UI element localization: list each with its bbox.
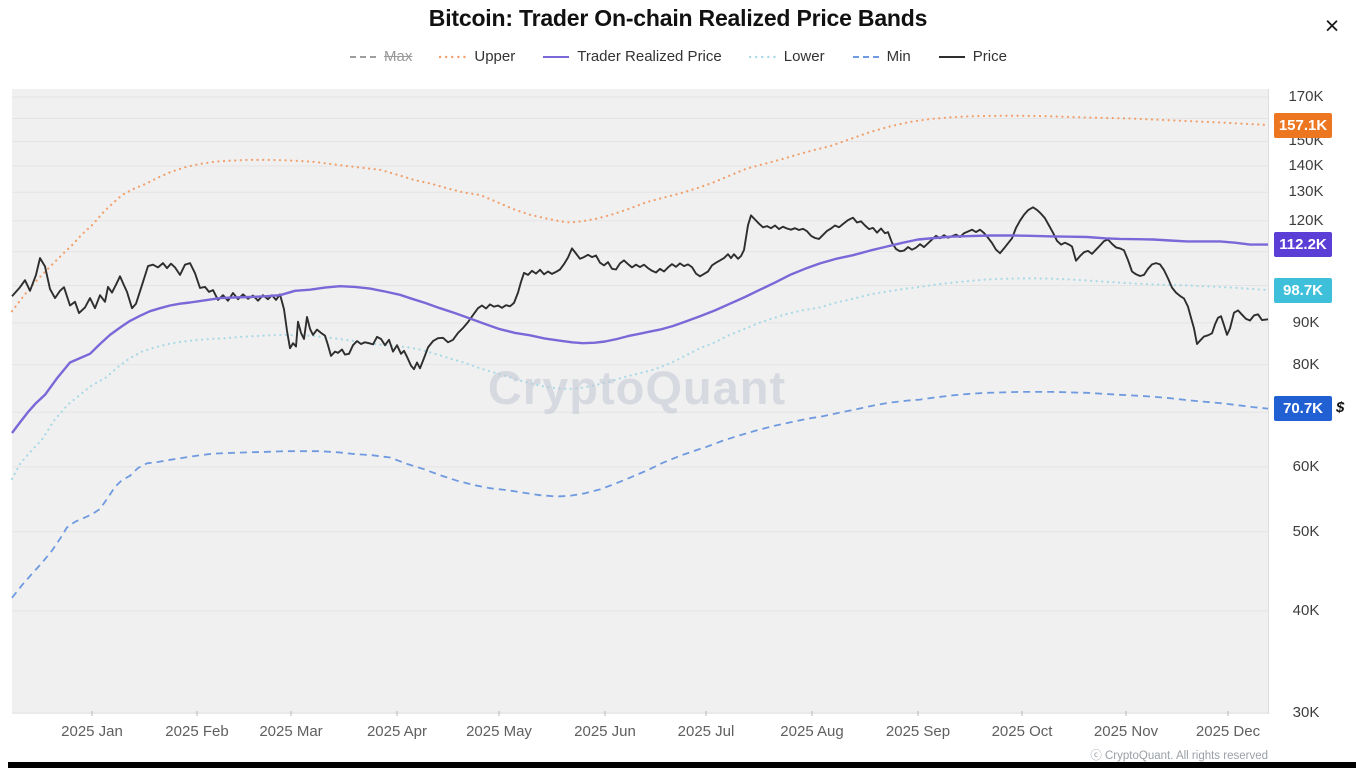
y-axis-label: 80K [1292,355,1320,373]
y-axis-label: 170K [1288,88,1324,105]
legend-label: Upper [474,48,516,65]
legend-marker-icon [543,55,570,58]
y-axis-label: 50K [1292,522,1320,540]
series-line-upper [10,114,1270,313]
y-axis-label: 120K [1288,211,1324,229]
legend-label: Price [972,48,1007,65]
x-axis-label: 2025 Sep [885,723,951,740]
y-axis-label: 90K [1292,313,1320,331]
series-line-trader-realized-price [11,234,1268,434]
legend-marker-icon [350,55,377,58]
legend-marker-icon [938,55,965,58]
y-axis-label: 130K [1288,183,1324,201]
x-axis-label: 2025 Mar [259,723,323,740]
y-axis-label: 140K [1288,156,1324,174]
y-axis-label: 30K [1292,704,1320,721]
legend-label: Max [384,48,413,65]
value-badge-upper: 157.1K [1274,112,1332,138]
series-line-lower [10,277,1270,480]
value-badge-min: 70.7K [1274,396,1332,422]
series-line-min [11,391,1269,599]
value-badge-trader-realized-price: 112.2K [1274,232,1332,258]
legend-item-price[interactable]: Price [938,48,1007,65]
legend-label: Min [886,48,911,65]
legend-item-trader-realized-price[interactable]: Trader Realized Price [542,48,722,65]
x-axis-label: 2025 May [466,723,532,740]
legend-item-upper[interactable]: Upper [439,48,515,65]
legend-label: Trader Realized Price [577,48,722,65]
x-axis-label: 2025 Apr [366,723,428,740]
x-axis-label: 2025 Oct [991,723,1053,740]
x-axis-label: 2025 Nov [1093,723,1159,740]
close-icon[interactable]: × [1316,10,1348,42]
bottom-bar [8,762,1356,768]
legend-item-lower[interactable]: Lower [748,48,825,65]
x-axis-label: 2025 Jun [574,723,636,740]
x-axis-label: 2025 Dec [1195,723,1261,740]
plot-area[interactable] [12,89,1269,714]
legend-marker-icon [852,55,879,58]
value-badge-lower: 98.7K [1274,277,1332,303]
y-axis-label: 40K [1292,601,1320,619]
legend-marker-icon [748,55,777,58]
legend: Max Upper Trader Realized Price Lower Min Pri… [0,48,1356,65]
x-axis-label: 2025 Aug [780,723,844,740]
y-axis-label: 60K [1292,457,1320,475]
legend-marker-icon [439,55,468,58]
x-axis-label: 2025 Jan [61,723,123,740]
legend-label: Lower [783,48,825,65]
series-line-price [11,206,1269,371]
currency-icon[interactable]: $ [1336,398,1345,416]
legend-item-min[interactable]: Min [852,48,911,65]
page-title: Bitcoin: Trader On-chain Realized Price … [428,5,928,31]
copyright-attribution: ⓒ CryptoQuant. All rights reserved [1090,750,1268,762]
legend-item-max[interactable]: Max [349,48,412,65]
x-axis-label: 2025 Jul [677,723,735,740]
x-axis-label: 2025 Feb [165,723,229,740]
